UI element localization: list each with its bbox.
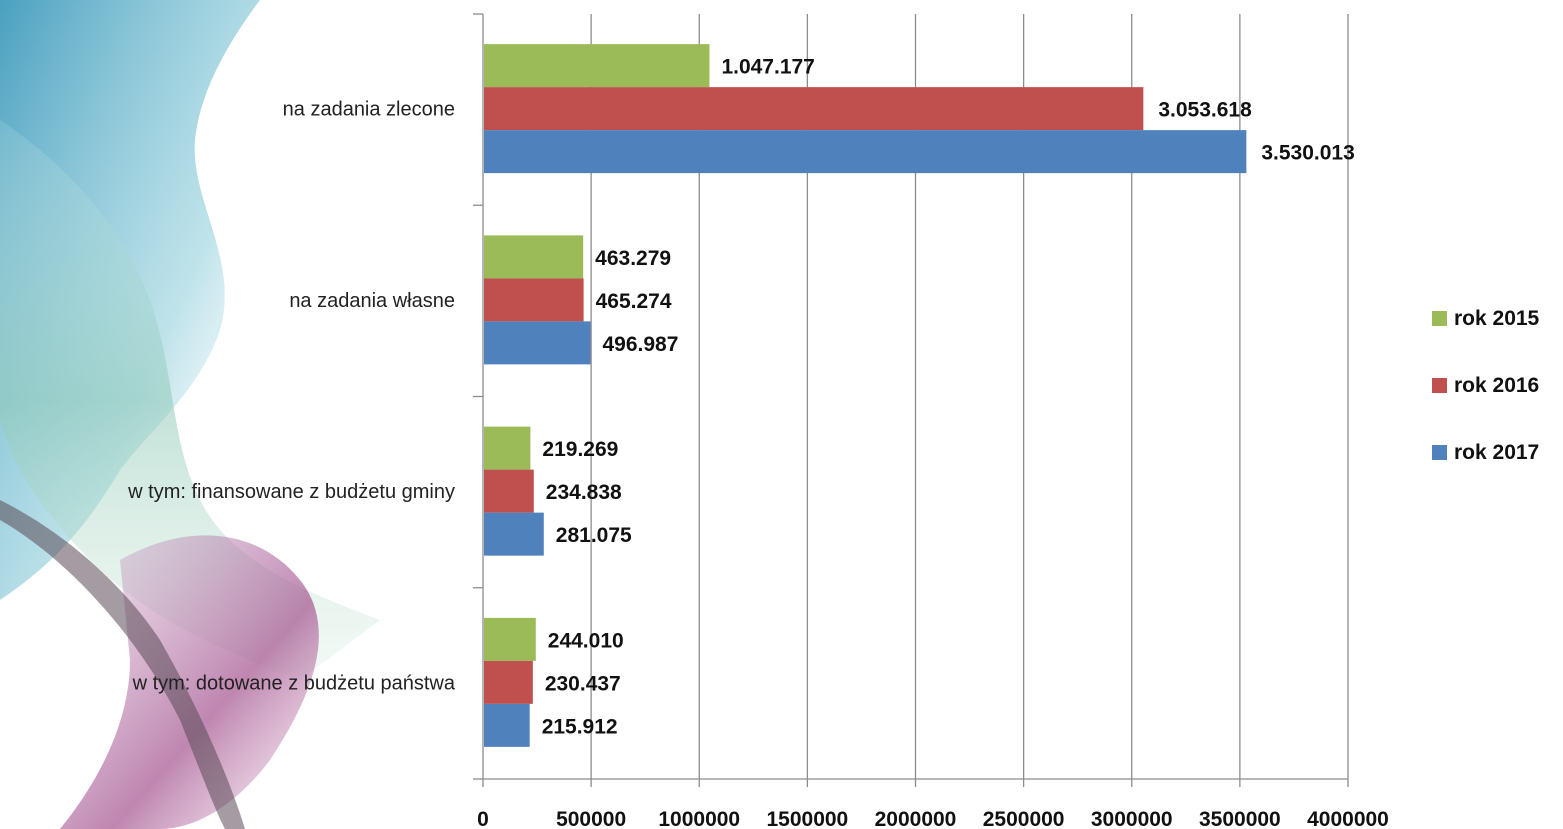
- bar: [484, 426, 531, 470]
- axes: [473, 13, 1349, 787]
- category-label: na zadania zlecone: [283, 99, 455, 121]
- data-label: 215.912: [542, 715, 618, 738]
- bar: [484, 235, 584, 279]
- bar: [484, 87, 1144, 131]
- legend-swatch: [1432, 311, 1447, 326]
- x-tick-labels: 0 500000 1000000 1500000 2000000 2500000 30000…: [477, 808, 1389, 829]
- x-tick-label: 2500000: [983, 808, 1065, 829]
- data-label: 496.987: [602, 333, 678, 356]
- x-tick-label: 2000000: [875, 808, 957, 829]
- x-tick-label: 1000000: [658, 808, 740, 829]
- category-label: w tym: dotowane z budżetu państwa: [132, 672, 456, 694]
- category-labels: na zadania zlecone na zadania własne w tym…: [127, 99, 456, 695]
- legend: rok 2015 rok 2016 rok 2017: [1432, 307, 1540, 464]
- bar: [484, 130, 1247, 174]
- data-label: 463.279: [595, 247, 671, 270]
- bar: [484, 278, 584, 322]
- x-tick-label: 1500000: [766, 808, 848, 829]
- bars: [484, 44, 1247, 747]
- legend-swatch: [1432, 378, 1447, 393]
- bar: [484, 44, 710, 88]
- data-label: 234.838: [546, 481, 622, 504]
- data-labels: 1.047.177 3.053.618 3.530.013 463.279 465.27…: [542, 56, 1355, 739]
- legend-label: rok 2015: [1454, 307, 1540, 330]
- legend-label: rok 2016: [1454, 374, 1539, 397]
- data-label: 3.530.013: [1261, 142, 1354, 165]
- data-label: 1.047.177: [721, 56, 814, 79]
- data-label: 465.274: [596, 290, 672, 313]
- data-label: 281.075: [556, 524, 632, 547]
- legend-swatch: [1432, 445, 1447, 460]
- data-label: 244.010: [548, 629, 624, 652]
- bar: [484, 617, 536, 661]
- x-tick-label: 3000000: [1091, 808, 1173, 829]
- x-tick-label: 0: [477, 808, 489, 829]
- x-tick-label: 500000: [556, 808, 626, 829]
- data-label: 3.053.618: [1158, 99, 1252, 122]
- category-label: na zadania własne: [289, 290, 455, 312]
- data-label: 219.269: [542, 438, 618, 461]
- category-label: w tym: finansowane z budżetu gminy: [127, 481, 455, 503]
- bar: [484, 660, 533, 704]
- x-tick-label: 3500000: [1199, 808, 1281, 829]
- bar: [484, 321, 591, 365]
- legend-label: rok 2017: [1454, 441, 1539, 464]
- data-label: 230.437: [545, 672, 621, 695]
- bar: [484, 469, 534, 513]
- bar: [484, 703, 530, 747]
- bar: [484, 512, 544, 556]
- x-tick-label: 4000000: [1307, 808, 1389, 829]
